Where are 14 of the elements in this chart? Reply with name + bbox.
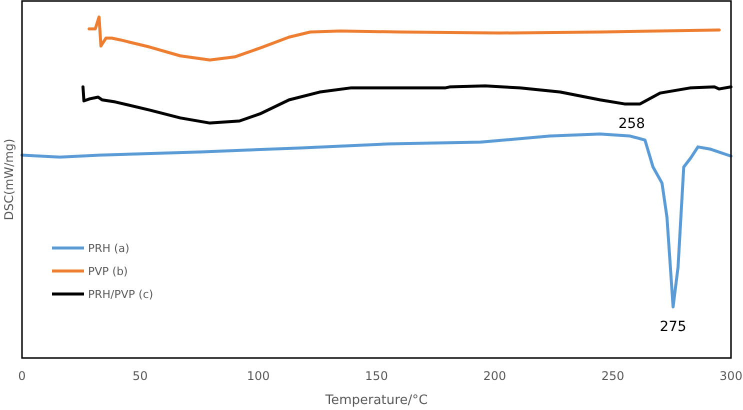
x-tick-label: 100 xyxy=(246,369,270,383)
x-tick-label: 250 xyxy=(601,369,624,383)
y-axis-title: DSC(mW/mg) xyxy=(2,138,16,220)
legend-label: PVP (b) xyxy=(88,265,128,278)
x-tick-label: 0 xyxy=(18,369,26,383)
x-axis-title: Temperature/°C xyxy=(324,393,428,408)
legend-label: PRH/PVP (c) xyxy=(88,288,154,301)
annotation: 275 xyxy=(660,318,686,335)
x-tick-label: 300 xyxy=(720,369,742,383)
x-tick-label: 50 xyxy=(132,369,148,383)
annotation: 258 xyxy=(618,116,646,132)
x-tick-label: 150 xyxy=(365,369,388,383)
x-tick-label: 200 xyxy=(483,369,506,383)
legend-label: PRH (a) xyxy=(88,242,130,255)
